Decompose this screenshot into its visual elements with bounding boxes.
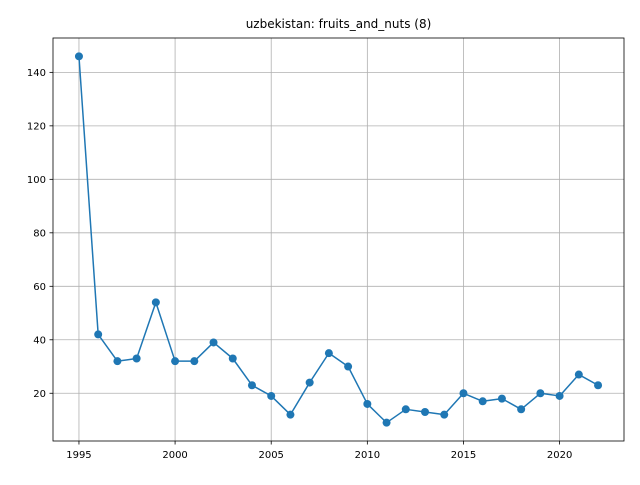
data-point xyxy=(151,298,160,307)
chart-title: uzbekistan: fruits_and_nuts (8) xyxy=(246,17,432,31)
x-tick-label: 2015 xyxy=(451,450,476,461)
x-tick-label: 2010 xyxy=(355,450,380,461)
y-tick-label: 100 xyxy=(27,175,46,186)
data-point xyxy=(536,389,545,398)
data-point xyxy=(305,378,314,387)
data-point xyxy=(594,381,603,390)
plot-area-frame xyxy=(52,37,625,442)
data-point xyxy=(478,397,487,406)
x-tick-label: 1995 xyxy=(66,450,91,461)
data-point xyxy=(344,362,353,371)
data-point xyxy=(132,354,141,363)
data-point xyxy=(94,330,103,339)
data-point xyxy=(555,391,564,400)
data-point xyxy=(209,338,218,347)
x-tick-label: 2005 xyxy=(258,450,283,461)
data-point xyxy=(574,370,583,379)
axis-ticks: 1995 2000 2005 2010 2015 20202040608010012014… xyxy=(27,68,572,461)
data-point xyxy=(401,405,410,414)
x-tick-label: 2000 xyxy=(162,450,187,461)
x-tick-label: 2020 xyxy=(547,450,572,461)
y-tick-label: 120 xyxy=(27,121,46,132)
series-layer xyxy=(74,52,603,427)
grid-lines xyxy=(53,38,624,441)
data-point xyxy=(382,418,391,427)
data-point xyxy=(74,52,83,61)
data-point xyxy=(190,357,199,366)
y-tick-label: 20 xyxy=(33,389,46,400)
data-point xyxy=(247,381,256,390)
data-point xyxy=(497,394,506,403)
data-point xyxy=(421,407,430,416)
data-point xyxy=(517,405,526,414)
data-point xyxy=(459,389,468,398)
data-point xyxy=(363,399,372,408)
data-point xyxy=(324,349,333,358)
data-point xyxy=(228,354,237,363)
y-tick-label: 80 xyxy=(33,228,46,239)
series-line xyxy=(78,55,599,424)
y-tick-label: 40 xyxy=(33,335,46,346)
data-point xyxy=(171,357,180,366)
data-point xyxy=(267,391,276,400)
data-point xyxy=(440,410,449,419)
data-point xyxy=(113,357,122,366)
data-point xyxy=(286,410,295,419)
y-tick-label: 60 xyxy=(33,282,46,293)
y-tick-label: 140 xyxy=(27,68,46,79)
